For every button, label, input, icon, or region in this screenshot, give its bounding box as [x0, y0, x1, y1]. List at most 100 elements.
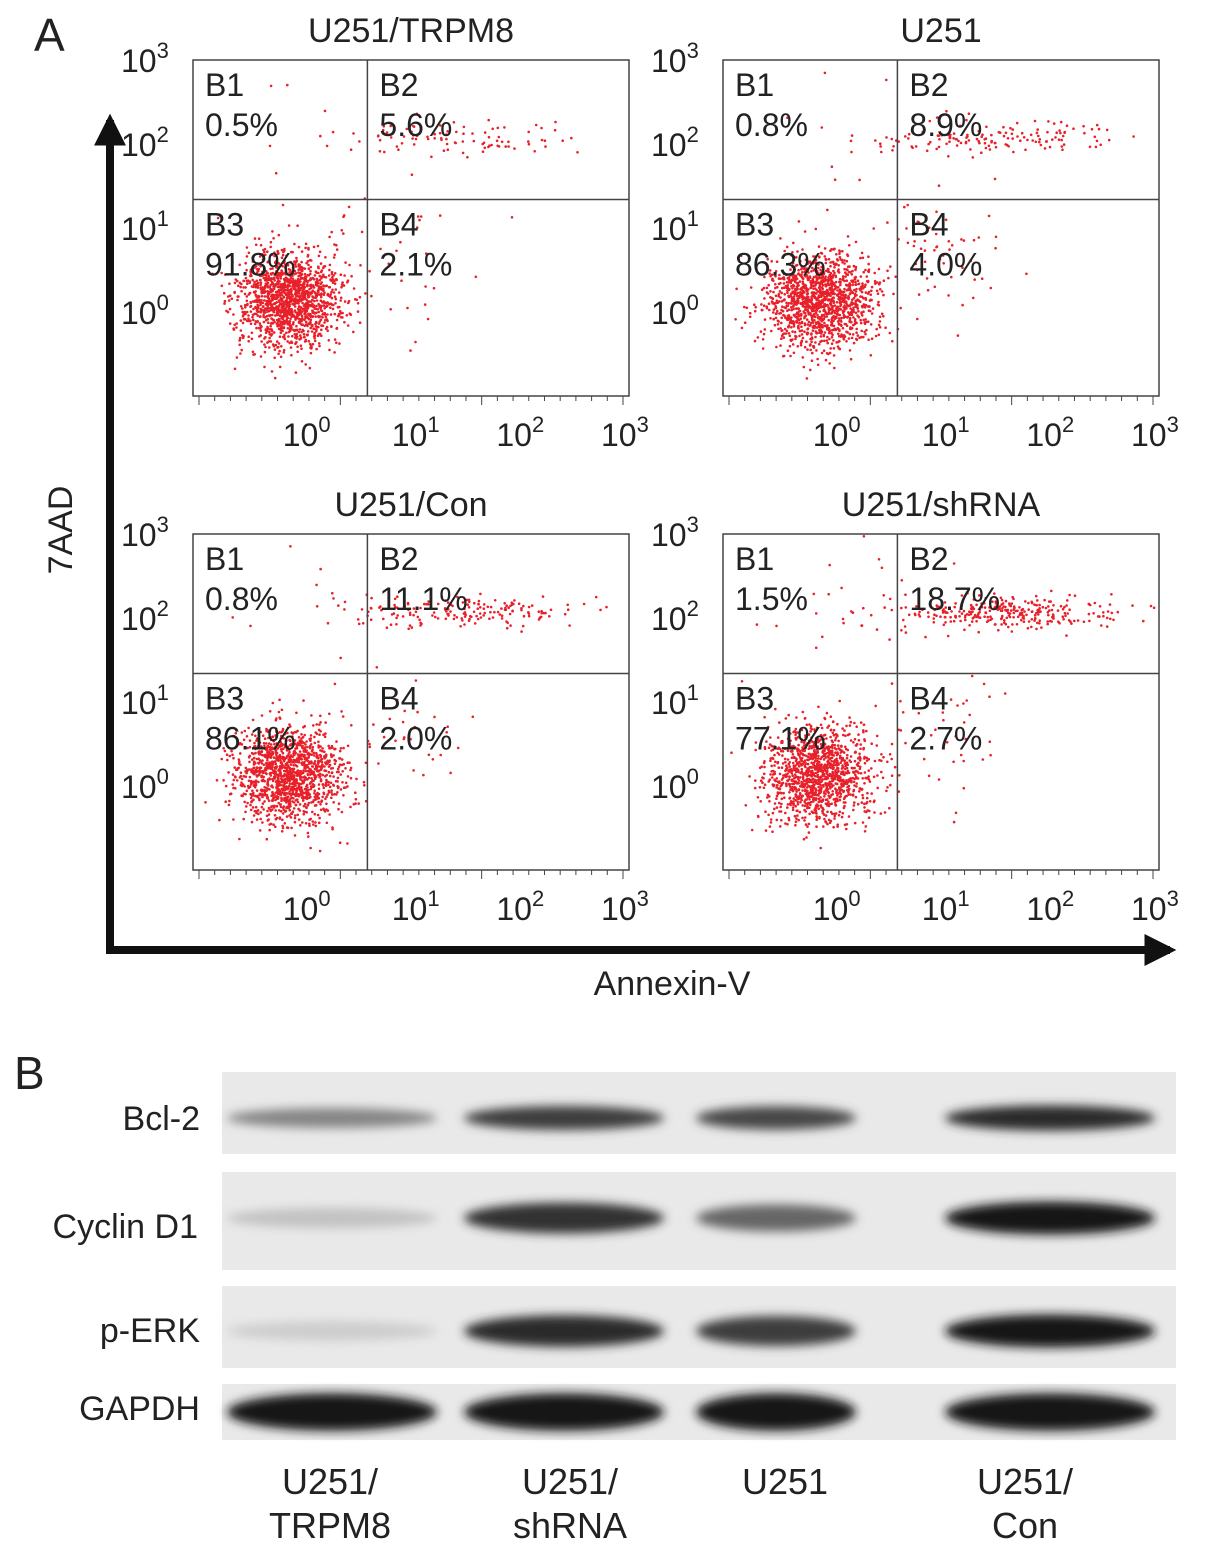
- band-1-1: [227, 1108, 437, 1128]
- quadrant-label-b2: B2: [379, 67, 418, 103]
- x-tick-label-1: 101: [922, 886, 970, 927]
- blot-row-2: [222, 1172, 1176, 1270]
- y-tick-label-3: 103: [651, 512, 699, 553]
- band-3-2: [464, 1315, 664, 1347]
- x-tick-label-2: 102: [1026, 412, 1074, 453]
- flow-plot-3: U251/Con B1 0.8% B2 11.1% B3 86.1% B4 2.0% 100 101…: [121, 486, 649, 927]
- lane-label-con: U251/ Con: [976, 1461, 1074, 1546]
- row-label-gapdh: GAPDH: [79, 1390, 200, 1428]
- quadrant-value-b1: 0.5%: [205, 107, 278, 143]
- quadrant-value-b2: 8.9%: [909, 107, 982, 143]
- x-tick-label-3: 103: [1131, 886, 1179, 927]
- band-1-2: [464, 1106, 664, 1130]
- band-4-1: [227, 1393, 437, 1431]
- band-2-1: [227, 1207, 437, 1229]
- quadrant-value-b3: 86.3%: [735, 246, 826, 282]
- y-tick-label-0: 100: [651, 764, 699, 805]
- quadrant-label-b2: B2: [379, 541, 418, 577]
- plot-title: U251/TRPM8: [308, 12, 514, 50]
- y-tick-label-1: 101: [651, 680, 699, 721]
- x-tick-label-0: 100: [283, 412, 331, 453]
- band-4-2: [464, 1393, 664, 1431]
- quadrant-label-b2: B2: [909, 541, 948, 577]
- plot-frame: [192, 59, 630, 397]
- quadrant-label-b3: B3: [735, 680, 774, 716]
- y-axis-label: 7AAD: [42, 486, 80, 575]
- quadrant-value-b3: 91.8%: [205, 246, 296, 282]
- x-tick-label-0: 100: [813, 886, 861, 927]
- panel-b-letter: B: [14, 1047, 45, 1099]
- lane-label-u251: U251: [741, 1461, 829, 1502]
- band-2-2: [464, 1202, 664, 1234]
- quadrant-label-b3: B3: [205, 206, 244, 242]
- scatter-dots: [730, 535, 1156, 850]
- plot-title: U251/shRNA: [842, 486, 1041, 524]
- quadrant-label-b1: B1: [205, 541, 244, 577]
- y-tick-label-3: 103: [651, 38, 699, 79]
- flow-plot-1: U251/TRPM8 B1 0.5% B2 5.6% B3 91.8% B4 2.1% 100 10…: [121, 12, 649, 453]
- band-3-4: [945, 1314, 1155, 1348]
- y-tick-label-1: 101: [651, 206, 699, 247]
- western-blot-panel: [222, 1072, 1176, 1440]
- row-label-perk: p-ERK: [99, 1312, 200, 1350]
- x-tick-label-2: 102: [496, 412, 544, 453]
- band-2-4: [945, 1201, 1155, 1235]
- y-tick-label-2: 102: [121, 596, 169, 637]
- quadrant-value-b4: 4.0%: [909, 246, 982, 282]
- x-tick-label-0: 100: [813, 412, 861, 453]
- quadrant-label-b4: B4: [909, 680, 948, 716]
- scatter-dots: [211, 83, 579, 380]
- x-tick-label-3: 103: [601, 412, 649, 453]
- x-tick-label-3: 103: [1131, 412, 1179, 453]
- plot-title: U251: [900, 12, 981, 50]
- scatter-dots: [204, 545, 608, 853]
- y-tick-label-1: 101: [121, 680, 169, 721]
- band-1-3: [696, 1106, 856, 1130]
- quadrant-value-b2: 18.7%: [909, 581, 1000, 617]
- y-tick-label-0: 100: [121, 290, 169, 331]
- x-tick-label-0: 100: [283, 886, 331, 927]
- plot-frame: [722, 59, 1160, 397]
- quadrant-label-b3: B3: [205, 680, 244, 716]
- flow-plot-4: U251/shRNA B1 1.5% B2 18.7% B3 77.1% B4 2.7% 100 1…: [651, 486, 1179, 927]
- y-tick-label-0: 100: [651, 290, 699, 331]
- lane-label-trpm8: U251/ TRPM8: [268, 1461, 391, 1546]
- band-4-4: [945, 1393, 1155, 1431]
- plot-frame: [722, 533, 1160, 871]
- x-tick-label-1: 101: [922, 412, 970, 453]
- x-tick-label-1: 101: [392, 412, 440, 453]
- quadrant-value-b3: 86.1%: [205, 720, 296, 756]
- band-3-3: [696, 1316, 856, 1346]
- x-tick-label-2: 102: [1026, 886, 1074, 927]
- quadrant-label-b4: B4: [379, 680, 418, 716]
- band-1-4: [945, 1105, 1155, 1131]
- quadrant-value-b1: 0.8%: [735, 107, 808, 143]
- panel-a-letter: A: [34, 9, 65, 61]
- x-tick-label-3: 103: [601, 886, 649, 927]
- row-label-bcl2: Bcl-2: [122, 1100, 200, 1138]
- scatter-dots: [734, 71, 1135, 380]
- band-4-3: [696, 1393, 856, 1431]
- x-axis-label: Annexin-V: [594, 965, 751, 1003]
- y-tick-label-0: 100: [121, 764, 169, 805]
- quadrant-label-b2: B2: [909, 67, 948, 103]
- quadrant-label-b4: B4: [909, 206, 948, 242]
- quadrant-label-b1: B1: [205, 67, 244, 103]
- quadrant-value-b4: 2.7%: [909, 720, 982, 756]
- band-3-1: [227, 1321, 437, 1341]
- band-2-3: [696, 1204, 856, 1232]
- y-tick-label-2: 102: [651, 596, 699, 637]
- quadrant-value-b4: 2.1%: [379, 246, 452, 282]
- quadrant-value-b1: 1.5%: [735, 581, 808, 617]
- quadrant-label-b3: B3: [735, 206, 774, 242]
- flow-cytometry-panel: U251/TRPM8 B1 0.5% B2 5.6% B3 91.8% B4 2.1% 100 10…: [42, 12, 1179, 1003]
- y-tick-label-3: 103: [121, 38, 169, 79]
- row-label-cyclin-d1: Cyclin D1: [52, 1208, 198, 1246]
- y-tick-label-3: 103: [121, 512, 169, 553]
- quadrant-value-b1: 0.8%: [205, 581, 278, 617]
- blot-row-3: [222, 1286, 1176, 1368]
- quadrant-value-b2: 11.1%: [379, 581, 467, 617]
- y-tick-label-2: 102: [121, 122, 169, 163]
- quadrant-label-b1: B1: [735, 67, 774, 103]
